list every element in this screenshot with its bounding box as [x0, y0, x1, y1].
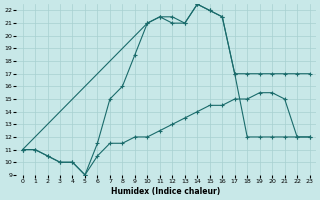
X-axis label: Humidex (Indice chaleur): Humidex (Indice chaleur)	[111, 187, 221, 196]
